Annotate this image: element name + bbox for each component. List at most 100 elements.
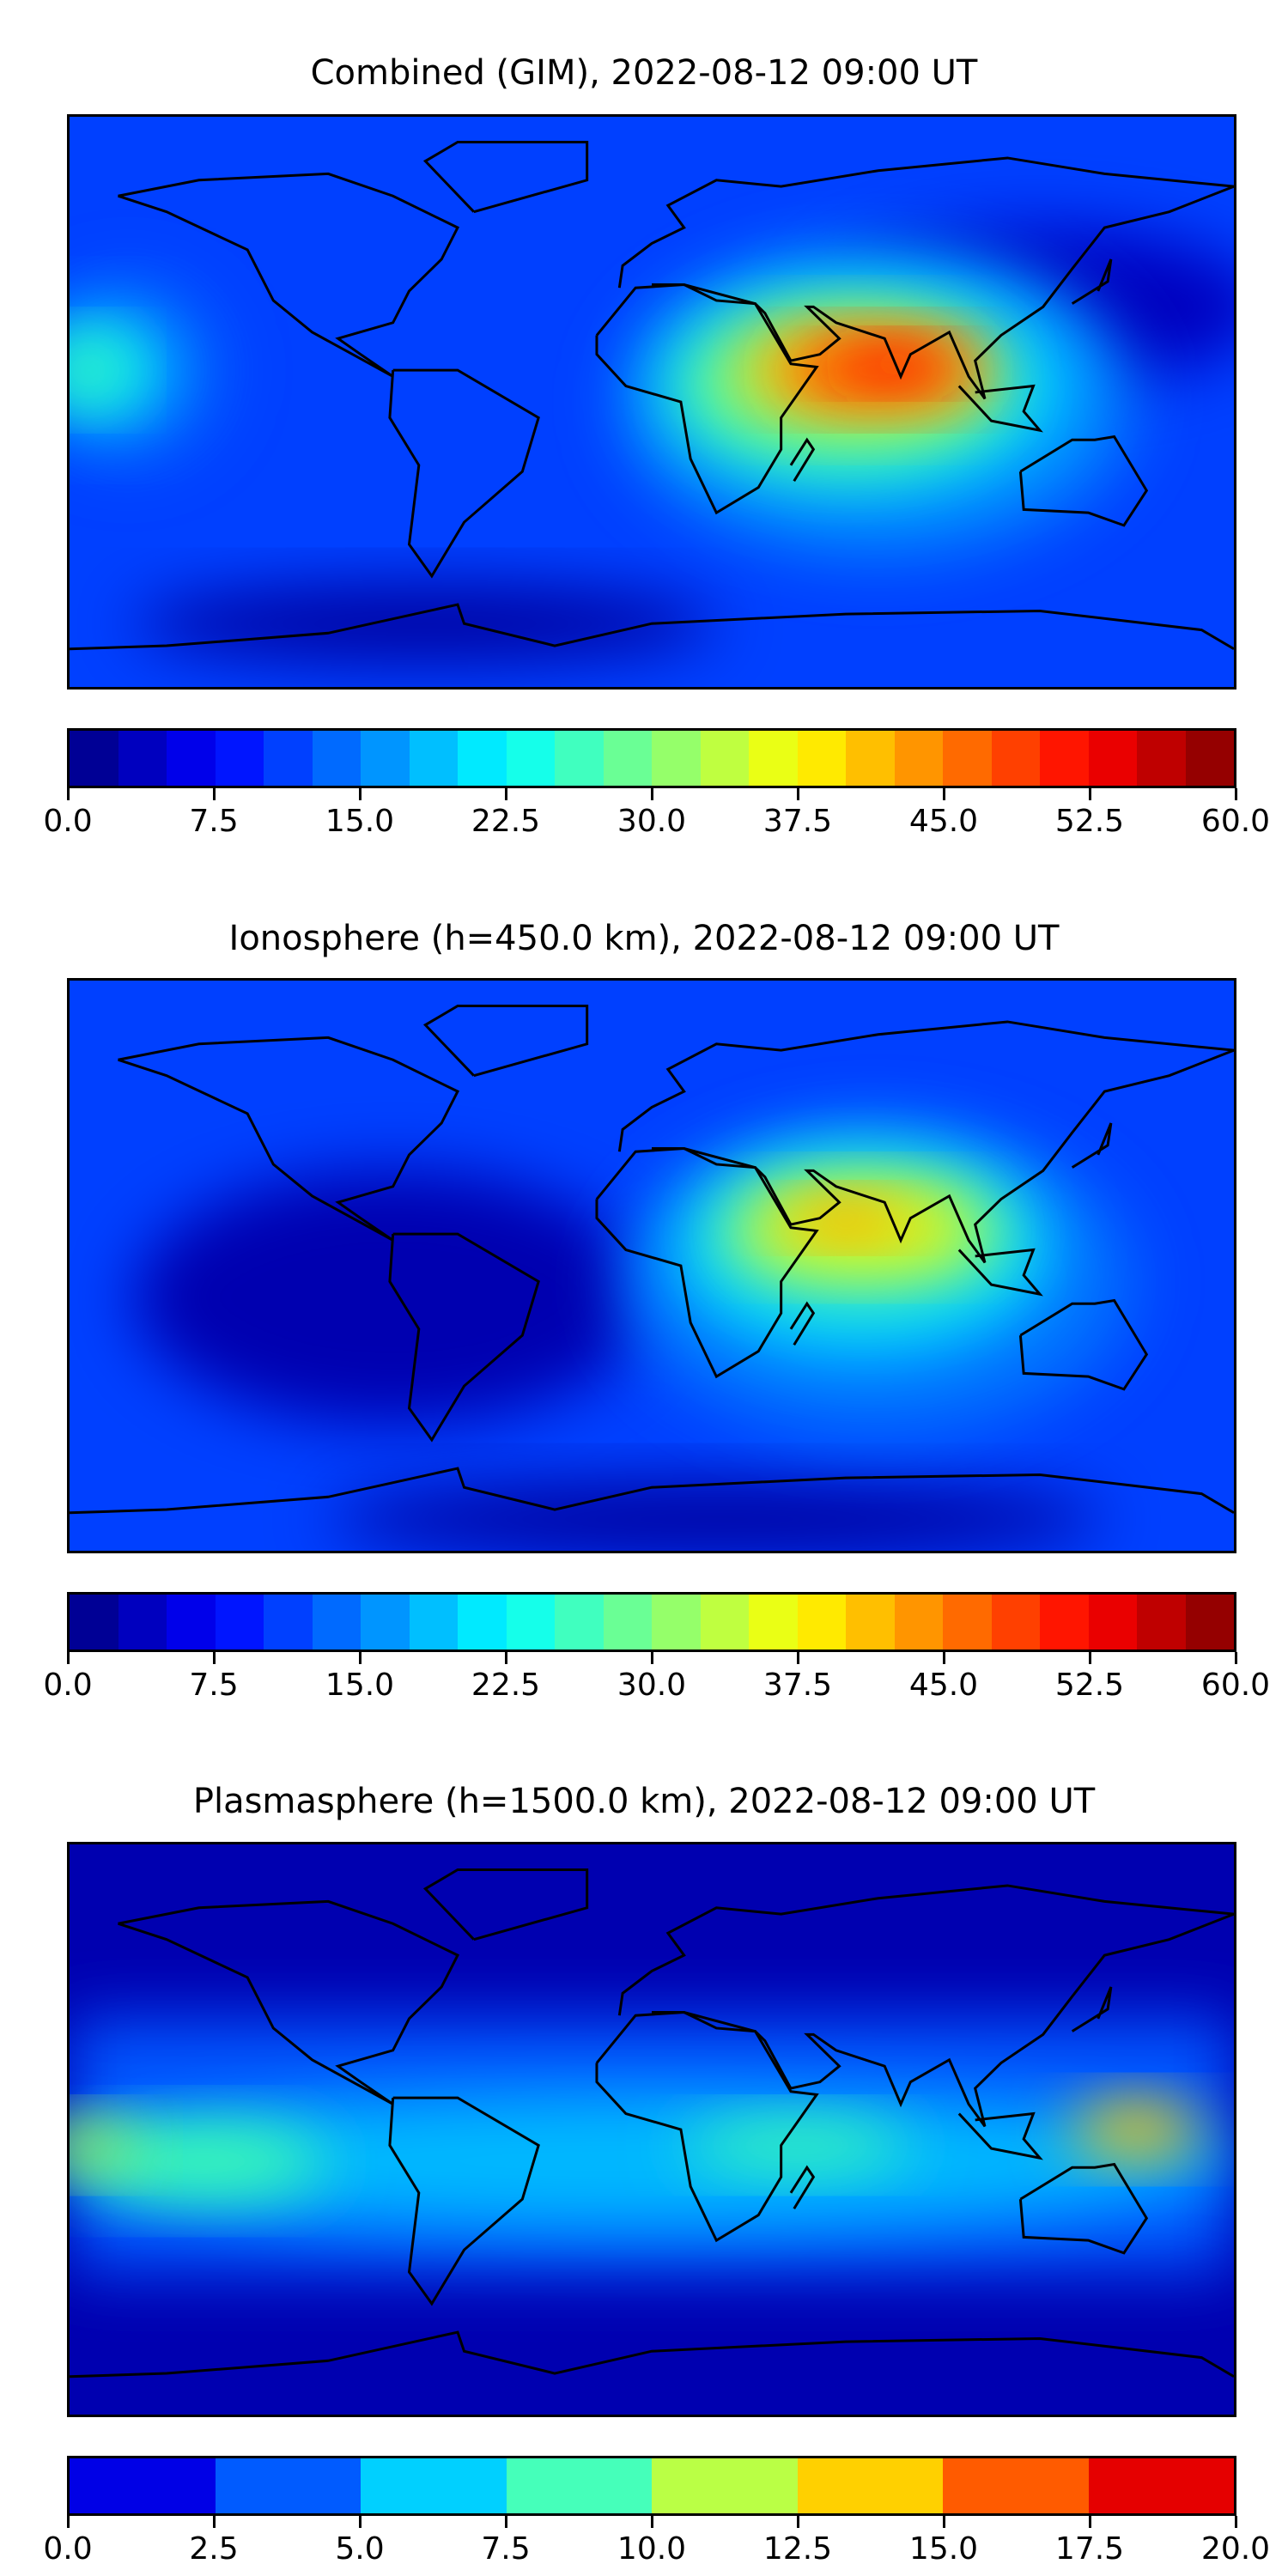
tec-contour-region (134, 585, 717, 662)
colorbar-level (506, 2458, 652, 2513)
colorbar-level (1088, 2458, 1234, 2513)
colorbar-tick (651, 1652, 653, 1664)
colorbar-tick (943, 1652, 945, 1664)
colorbar-tick (505, 1652, 507, 1664)
colorbar-tick (213, 1652, 216, 1664)
colorbar-level (652, 1595, 701, 1649)
colorbar-tick-label: 45.0 (908, 1668, 979, 1703)
colorbar-level (555, 731, 604, 786)
colorbar-level (797, 731, 846, 786)
panel-title: Combined (GIM), 2022-08-12 09:00 UT (310, 53, 978, 93)
colorbar-tick (797, 788, 799, 800)
colorbar-level (264, 731, 313, 786)
colorbar-level (312, 731, 361, 786)
colorbar-level (943, 1595, 992, 1649)
colorbar-tick (1089, 788, 1091, 800)
colorbar-tick-label: 0.0 (43, 1668, 93, 1703)
colorbar-level (700, 1595, 749, 1649)
colorbar-tick-label: 17.5 (1054, 2531, 1125, 2567)
colorbar-level (506, 731, 555, 786)
colorbar-tick (1089, 2516, 1091, 2528)
colorbar-level (603, 1595, 652, 1649)
colorbar-level (215, 1595, 264, 1649)
colorbar-tick-label: 7.5 (189, 804, 239, 839)
colorbar-level (264, 1595, 313, 1649)
colorbar-level (167, 731, 216, 786)
colorbar-level (991, 731, 1040, 786)
colorbar-level (70, 731, 118, 786)
colorbar-level (409, 1595, 458, 1649)
tec-contour-region (70, 338, 128, 402)
colorbar-tick-label: 12.5 (762, 2531, 833, 2567)
colorbar-tick-label: 37.5 (762, 1668, 833, 1703)
colorbar-tick-label: 30.0 (617, 804, 687, 839)
colorbar-level (70, 1595, 118, 1649)
colorbar-tick-label: 60.0 (1200, 1668, 1271, 1703)
colorbar-level (652, 731, 701, 786)
colorbar-level (991, 1595, 1040, 1649)
colorbar-level (118, 1595, 167, 1649)
colorbar-tick-label: 60.0 (1200, 804, 1271, 839)
colorbar-level (555, 1595, 604, 1649)
colorbar-tick-label: 45.0 (908, 804, 979, 839)
colorbar-tick-label: 52.5 (1054, 1668, 1125, 1703)
colorbar-tick (359, 2516, 361, 2528)
colorbar-tick (943, 2516, 945, 2528)
tec-contour-region (134, 1170, 652, 1425)
colorbar-level (1185, 1595, 1234, 1649)
colorbar-level (215, 2458, 361, 2513)
colorbar-tick-label: 0.0 (43, 2531, 93, 2567)
colorbar-tick-label: 10.0 (617, 2531, 687, 2567)
colorbar-tick (67, 788, 70, 800)
colorbar-level (749, 731, 798, 786)
tec-map (67, 114, 1236, 690)
colorbar-level (458, 1595, 507, 1649)
colorbar-tick-label: 52.5 (1054, 804, 1125, 839)
colorbar-level (652, 2458, 798, 2513)
colorbar-tick (1235, 1652, 1237, 1664)
colorbar-tick (213, 2516, 216, 2528)
colorbar-level (1040, 1595, 1089, 1649)
colorbar-tick (505, 2516, 507, 2528)
colorbar-tick-label: 0.0 (43, 804, 93, 839)
colorbar-tick (943, 788, 945, 800)
colorbar-level (118, 731, 167, 786)
colorbar-tick-label: 22.5 (471, 1668, 541, 1703)
colorbar-level (943, 2458, 1089, 2513)
colorbar-level (797, 2458, 943, 2513)
colorbar (67, 2456, 1236, 2516)
colorbar-tick-label: 2.5 (189, 2531, 239, 2567)
colorbar-level (749, 1595, 798, 1649)
colorbar-tick-label: 15.0 (325, 804, 395, 839)
colorbar-level (215, 731, 264, 786)
tec-map (67, 978, 1236, 1553)
colorbar-level (1185, 731, 1234, 786)
colorbar-tick-label: 22.5 (471, 804, 541, 839)
panel-title: Ionosphere (h=450.0 km), 2022-08-12 09:0… (228, 919, 1060, 958)
tec-contour-region (70, 2119, 135, 2171)
colorbar-tick-label: 5.0 (335, 2531, 385, 2567)
colorbar-level (312, 1595, 361, 1649)
colorbar-tick (797, 2516, 799, 2528)
colorbar-tick (505, 788, 507, 800)
colorbar-tick (1235, 2516, 1237, 2528)
tec-contour-region (787, 1199, 904, 1237)
colorbar (67, 1592, 1236, 1652)
colorbar-level (894, 731, 943, 786)
colorbar-level (70, 2458, 216, 2513)
colorbar-level (1088, 731, 1137, 786)
colorbar-tick-label: 37.5 (762, 804, 833, 839)
colorbar-level (361, 1595, 410, 1649)
colorbar-tick-label: 20.0 (1200, 2531, 1271, 2567)
colorbar-level (1040, 731, 1089, 786)
colorbar-tick-label: 15.0 (908, 2531, 979, 2567)
colorbar-tick (359, 788, 361, 800)
colorbar-level (361, 2458, 507, 2513)
colorbar-tick (67, 2516, 70, 2528)
colorbar-tick (651, 2516, 653, 2528)
colorbar-level (506, 1595, 555, 1649)
tec-contour-region (70, 2091, 1234, 2232)
colorbar-level (1137, 731, 1186, 786)
colorbar-tick-label: 30.0 (617, 1668, 687, 1703)
